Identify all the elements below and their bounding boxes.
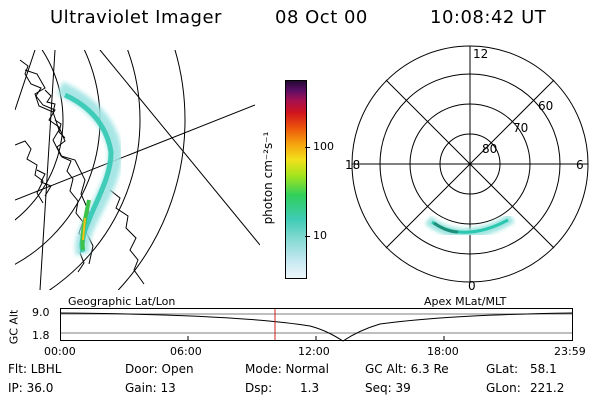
lat-arc — [48, 50, 141, 290]
lat-arc — [117, 50, 186, 290]
glon-label: GLon: — [486, 381, 521, 395]
date-label: 08 Oct 00 — [275, 7, 368, 28]
gc-alt-ytick-low: 1.8 — [32, 329, 50, 342]
mode-info: Mode: Normal — [245, 362, 329, 376]
dsp-value: 1.3 — [300, 381, 320, 395]
instrument-title: Ultraviolet Imager — [50, 7, 222, 28]
mlt-line-diag — [385, 79, 555, 249]
colorbar — [285, 80, 307, 279]
x-tick-label-0000: 00:00 — [44, 345, 76, 358]
mlt-label-18: 18 — [345, 158, 360, 172]
coastline — [15, 140, 44, 204]
gc-alt-curve — [60, 312, 573, 342]
geographic-map-panel — [15, 50, 260, 290]
aurora-band-hot — [82, 217, 86, 241]
ip-info: IP: 36.0 — [8, 381, 54, 395]
glat-value: 58.1 — [530, 362, 557, 376]
x-tick-label-0600: 06:00 — [170, 345, 202, 358]
door-info: Door: Open — [125, 362, 194, 376]
x-tick-label-1800: 18:00 — [427, 345, 459, 358]
meridian-line — [15, 50, 36, 111]
gc-alt-ytick-high: 9.0 — [32, 306, 50, 319]
seq-info: Seq: 39 — [365, 381, 411, 395]
lat-label-70: 70 — [513, 121, 528, 135]
dsp-label: Dsp: — [245, 381, 273, 395]
lat-label-60: 60 — [538, 99, 553, 113]
polar-aurora-peak — [433, 221, 459, 234]
mlt-label-6: 6 — [576, 158, 584, 172]
glat-label: GLat: — [486, 362, 519, 376]
glon-value: 221.2 — [530, 381, 565, 395]
colorbar-tick — [305, 147, 310, 148]
gc-alt-timeline — [60, 308, 573, 342]
meridian-line — [39, 50, 56, 290]
polar-mlt-plot: 12 18 6 0 60 70 80 — [345, 45, 589, 292]
coastline — [109, 189, 145, 285]
meridian-line — [15, 104, 256, 201]
lat-arc — [15, 50, 64, 221]
colorbar-tick — [305, 236, 310, 237]
gc-alt-info: GC Alt: 6.3 Re — [365, 362, 449, 376]
right-panel-label: Apex MLat/MLT — [424, 295, 507, 308]
time-label: 10:08:42 UT — [430, 7, 547, 28]
colorbar-tick-label-10: 10 — [313, 229, 327, 242]
x-tick-label-1200: 12:00 — [298, 345, 330, 358]
x-tick-label-2359: 23:59 — [554, 345, 586, 358]
meridian-line — [99, 50, 260, 246]
colorbar-unit-label: photon cm⁻²s⁻¹ — [261, 131, 275, 225]
left-panel-label: Geographic Lat/Lon — [68, 295, 176, 308]
gc-alt-ylabel: GC Alt — [7, 309, 21, 345]
filter-info: Flt: LBHL — [8, 362, 62, 376]
coastline — [36, 89, 66, 197]
mlt-label-0: 0 — [468, 279, 476, 292]
colorbar-tick-label-100: 100 — [313, 140, 334, 153]
mlt-label-12: 12 — [473, 47, 488, 61]
lat-label-80: 80 — [482, 142, 497, 156]
gain-info: Gain: 13 — [125, 381, 176, 395]
